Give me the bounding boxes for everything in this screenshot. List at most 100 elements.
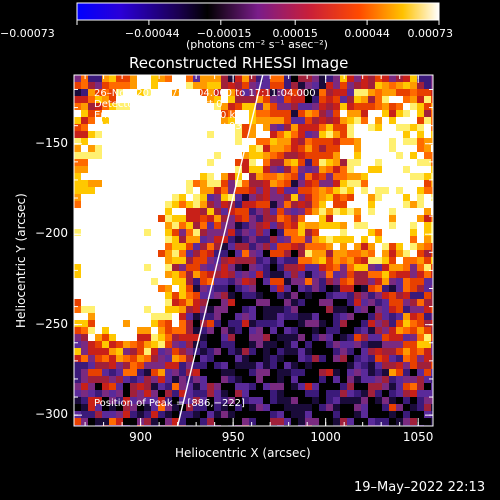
heatmap-cell bbox=[95, 334, 102, 341]
heatmap-cell bbox=[235, 82, 242, 89]
heatmap-cell bbox=[277, 215, 284, 222]
heatmap-cell bbox=[382, 292, 389, 299]
heatmap-cell bbox=[389, 362, 396, 369]
heatmap-cell bbox=[123, 89, 130, 96]
heatmap-cell bbox=[277, 334, 284, 341]
heatmap-cell bbox=[109, 362, 116, 369]
heatmap-cell bbox=[200, 341, 207, 348]
heatmap-cell bbox=[137, 180, 144, 187]
heatmap-cell bbox=[326, 110, 333, 117]
heatmap-cell bbox=[333, 341, 340, 348]
heatmap-cell bbox=[186, 124, 193, 131]
heatmap-cell bbox=[200, 404, 207, 411]
heatmap-cell bbox=[165, 334, 172, 341]
heatmap-cell bbox=[81, 117, 88, 124]
heatmap-cell bbox=[172, 285, 179, 292]
heatmap-cell bbox=[242, 257, 249, 264]
heatmap-cell bbox=[256, 194, 263, 201]
heatmap-cell bbox=[130, 152, 137, 159]
heatmap-cell bbox=[144, 236, 151, 243]
colorbar-tick-label: −0.00073 bbox=[0, 27, 55, 40]
heatmap-cell bbox=[354, 82, 361, 89]
heatmap-cell bbox=[95, 187, 102, 194]
heatmap-cell bbox=[116, 138, 123, 145]
heatmap-cell bbox=[242, 355, 249, 362]
heatmap-cell bbox=[291, 362, 298, 369]
heatmap-cell bbox=[333, 173, 340, 180]
heatmap-cell bbox=[165, 215, 172, 222]
heatmap-cell bbox=[151, 75, 158, 82]
heatmap-cell bbox=[403, 96, 410, 103]
heatmap-cell bbox=[74, 117, 81, 124]
heatmap-cell bbox=[361, 208, 368, 215]
heatmap-cell bbox=[235, 96, 242, 103]
heatmap-cell bbox=[431, 103, 433, 110]
heatmap-cell bbox=[396, 257, 403, 264]
heatmap-cell bbox=[186, 145, 193, 152]
heatmap-cell bbox=[319, 89, 326, 96]
heatmap-cell bbox=[137, 292, 144, 299]
heatmap-cell bbox=[221, 145, 228, 152]
colorbar bbox=[76, 2, 440, 25]
heatmap-cell bbox=[375, 306, 382, 313]
heatmap-cell bbox=[249, 222, 256, 229]
heatmap-cell bbox=[179, 376, 186, 383]
heatmap-cell bbox=[116, 124, 123, 131]
heatmap-cell bbox=[382, 320, 389, 327]
heatmap-cell bbox=[116, 243, 123, 250]
heatmap-cell bbox=[116, 152, 123, 159]
heatmap-cell bbox=[284, 264, 291, 271]
heatmap-cell bbox=[144, 159, 151, 166]
heatmap-cell bbox=[417, 383, 424, 390]
heatmap-cell bbox=[333, 313, 340, 320]
heatmap-cell bbox=[319, 117, 326, 124]
heatmap-cell bbox=[263, 369, 270, 376]
annotation-detectors: Detectors: 3F 6F 9F, Att 0 bbox=[94, 99, 223, 110]
heatmap-cell bbox=[249, 411, 256, 418]
heatmap-cell bbox=[291, 138, 298, 145]
heatmap-cell bbox=[123, 236, 130, 243]
heatmap-cell bbox=[81, 166, 88, 173]
heatmap-cell bbox=[333, 145, 340, 152]
heatmap-cell bbox=[186, 82, 193, 89]
heatmap-cell bbox=[207, 166, 214, 173]
heatmap-cell bbox=[81, 313, 88, 320]
heatmap-cell bbox=[249, 243, 256, 250]
heatmap-cell bbox=[298, 201, 305, 208]
heatmap-cell bbox=[347, 201, 354, 208]
heatmap-cell bbox=[305, 96, 312, 103]
heatmap-cell bbox=[249, 96, 256, 103]
heatmap-cell bbox=[256, 271, 263, 278]
heatmap-cell bbox=[151, 187, 158, 194]
heatmap-cell bbox=[221, 278, 228, 285]
heatmap-cell bbox=[305, 75, 312, 82]
heatmap-cell bbox=[158, 404, 165, 411]
heatmap-cell bbox=[403, 250, 410, 257]
heatmap-cell bbox=[116, 362, 123, 369]
heatmap-cell bbox=[179, 257, 186, 264]
heatmap-cell bbox=[403, 320, 410, 327]
heatmap-cell bbox=[214, 145, 221, 152]
heatmap-cell bbox=[109, 320, 116, 327]
heatmap-cell bbox=[193, 89, 200, 96]
heatmap-cell bbox=[200, 264, 207, 271]
heatmap-cell bbox=[347, 173, 354, 180]
heatmap-cell bbox=[291, 173, 298, 180]
heatmap-cell bbox=[347, 320, 354, 327]
heatmap-cell bbox=[172, 180, 179, 187]
heatmap-cell bbox=[333, 334, 340, 341]
heatmap-cell bbox=[130, 145, 137, 152]
heatmap-cell bbox=[389, 96, 396, 103]
heatmap-cell bbox=[431, 264, 433, 271]
heatmap-cell bbox=[179, 131, 186, 138]
heatmap-cell bbox=[270, 138, 277, 145]
heatmap-cell bbox=[256, 341, 263, 348]
heatmap-cell bbox=[270, 383, 277, 390]
heatmap-cell bbox=[123, 397, 130, 404]
heatmap-cell bbox=[158, 285, 165, 292]
heatmap-cell bbox=[158, 243, 165, 250]
heatmap-cell bbox=[410, 257, 417, 264]
heatmap-cell bbox=[186, 250, 193, 257]
heatmap-cell bbox=[382, 278, 389, 285]
heatmap-cell bbox=[193, 397, 200, 404]
